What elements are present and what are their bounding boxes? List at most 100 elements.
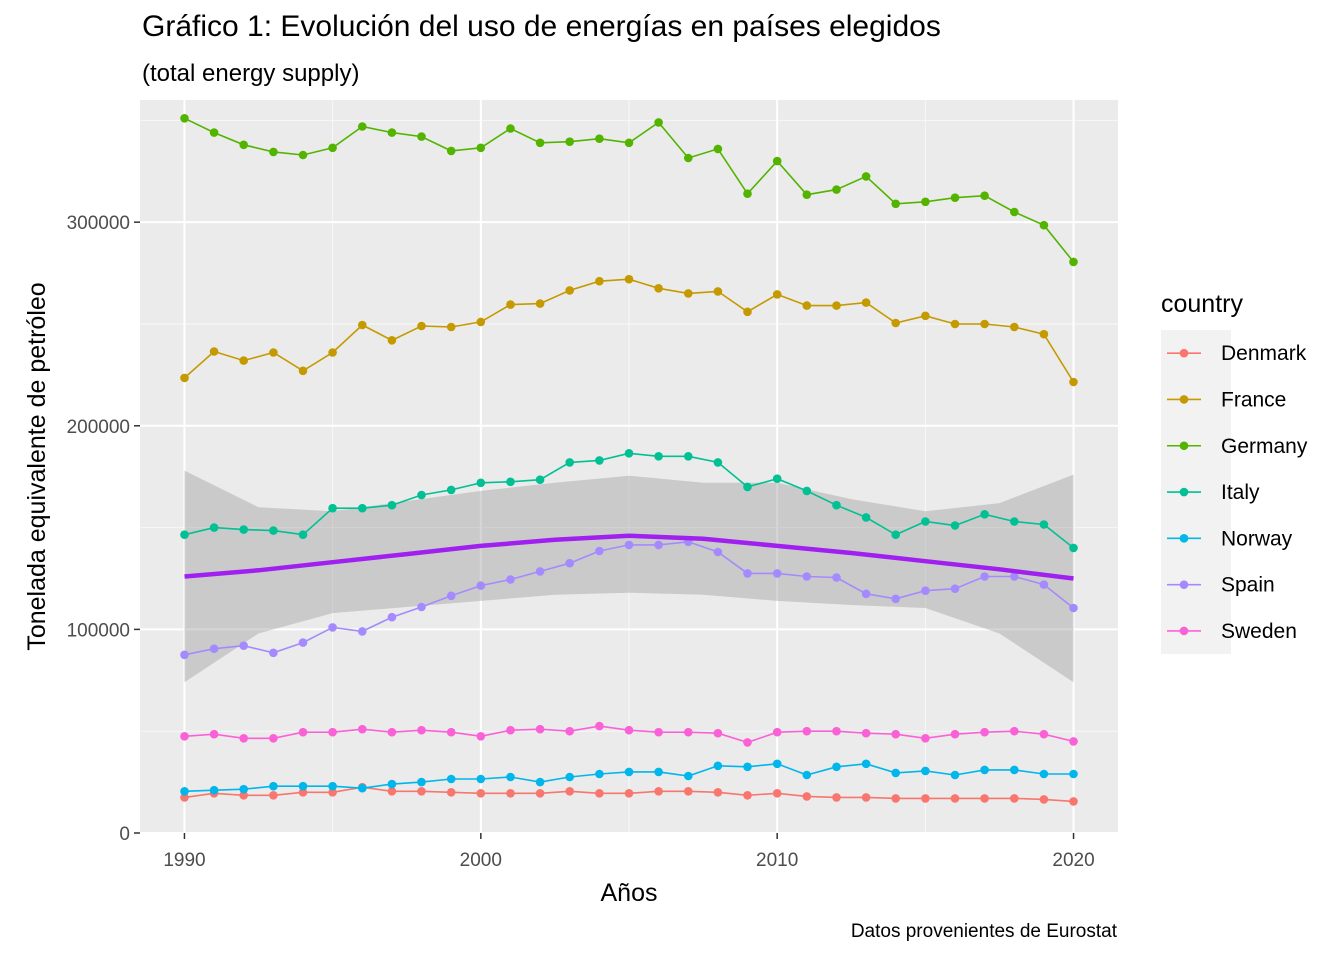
- data-point: [209, 523, 219, 532]
- legend-label: France: [1221, 388, 1286, 411]
- data-point: [328, 788, 337, 797]
- data-point: [1069, 377, 1078, 387]
- data-point: [476, 581, 486, 590]
- data-point: [980, 191, 989, 200]
- confidence-band-area: [184, 470, 1074, 683]
- data-point: [654, 118, 663, 127]
- data-point: [298, 366, 308, 376]
- y-tick-label: 300000: [67, 213, 130, 234]
- data-point: [802, 572, 812, 581]
- data-point: [446, 774, 456, 784]
- data-point: [446, 146, 456, 156]
- series-spain: [180, 537, 1078, 660]
- data-point: [180, 732, 189, 741]
- data-point: [209, 785, 219, 795]
- legend-key-point: [1179, 487, 1189, 497]
- data-point: [921, 197, 930, 207]
- y-axis-title: Tonelada equivalente de petróleo: [23, 282, 51, 650]
- data-point: [387, 727, 397, 737]
- series-lines: [180, 114, 1078, 806]
- data-point: [713, 287, 723, 296]
- data-point: [446, 591, 456, 601]
- data-point: [595, 769, 604, 779]
- data-point: [772, 290, 782, 299]
- data-point: [595, 721, 604, 731]
- legend-item-france: France: [1167, 388, 1286, 411]
- data-point: [891, 729, 900, 739]
- data-point: [209, 644, 219, 653]
- data-point: [565, 286, 574, 295]
- data-point: [713, 761, 723, 771]
- data-point: [506, 477, 515, 487]
- data-point: [535, 475, 545, 485]
- smooth-confidence-band: [184, 470, 1074, 683]
- data-point: [654, 727, 663, 737]
- data-point: [358, 783, 367, 793]
- data-point: [772, 474, 782, 484]
- data-point: [476, 774, 486, 784]
- data-point: [891, 199, 900, 209]
- data-point: [891, 318, 900, 328]
- legend-key-point: [1179, 534, 1189, 543]
- chart-title: Gráfico 1: Evolución del uso de energías…: [142, 10, 941, 43]
- data-point: [387, 787, 397, 796]
- data-point: [891, 594, 900, 604]
- data-point: [595, 276, 604, 286]
- data-point: [980, 572, 989, 581]
- data-point: [624, 274, 634, 284]
- data-point: [476, 143, 486, 153]
- data-point: [328, 143, 337, 153]
- data-point: [269, 147, 278, 157]
- data-point: [1039, 769, 1049, 779]
- data-point: [980, 765, 989, 775]
- data-point: [684, 289, 693, 298]
- data-point: [209, 128, 219, 137]
- data-point: [595, 456, 604, 465]
- x-tick-label: 2000: [460, 850, 502, 871]
- data-point: [328, 727, 337, 737]
- series-germany: [180, 114, 1078, 267]
- data-point: [565, 726, 574, 736]
- data-point: [269, 781, 278, 791]
- data-point: [506, 300, 515, 309]
- legend-key-point: [1179, 580, 1189, 589]
- data-point: [624, 449, 634, 458]
- series-sweden: [180, 721, 1078, 747]
- data-point: [446, 727, 456, 737]
- data-point: [921, 311, 930, 321]
- data-point: [180, 530, 189, 539]
- data-point: [1039, 220, 1049, 230]
- data-point: [298, 727, 308, 737]
- data-point: [624, 725, 634, 735]
- data-point: [535, 777, 545, 787]
- chart-caption: Datos provenientes de Eurostat: [850, 921, 1117, 942]
- data-point: [772, 759, 782, 769]
- data-point: [802, 190, 812, 199]
- data-point: [535, 567, 545, 576]
- series-denmark: [180, 782, 1078, 806]
- legend-item-spain: Spain: [1167, 574, 1275, 597]
- data-point: [269, 734, 278, 743]
- data-point: [772, 569, 782, 578]
- data-point: [565, 772, 574, 782]
- data-point: [298, 788, 308, 797]
- data-point: [565, 458, 574, 467]
- legend-item-italy: Italy: [1167, 481, 1260, 504]
- data-point: [743, 762, 752, 772]
- data-point: [298, 150, 308, 160]
- x-tick-label: 1990: [163, 850, 205, 871]
- data-point: [713, 728, 723, 738]
- data-point: [328, 623, 337, 632]
- data-point: [684, 452, 693, 461]
- x-axis-title: Años: [601, 879, 658, 907]
- data-point: [980, 727, 989, 737]
- data-point: [891, 768, 900, 778]
- data-point: [832, 793, 841, 802]
- data-point: [861, 298, 871, 307]
- data-point: [1010, 726, 1019, 736]
- legend-item-sweden: Sweden: [1167, 620, 1297, 643]
- data-point: [1069, 543, 1078, 553]
- data-point: [624, 789, 634, 798]
- legend-label: Sweden: [1221, 620, 1297, 643]
